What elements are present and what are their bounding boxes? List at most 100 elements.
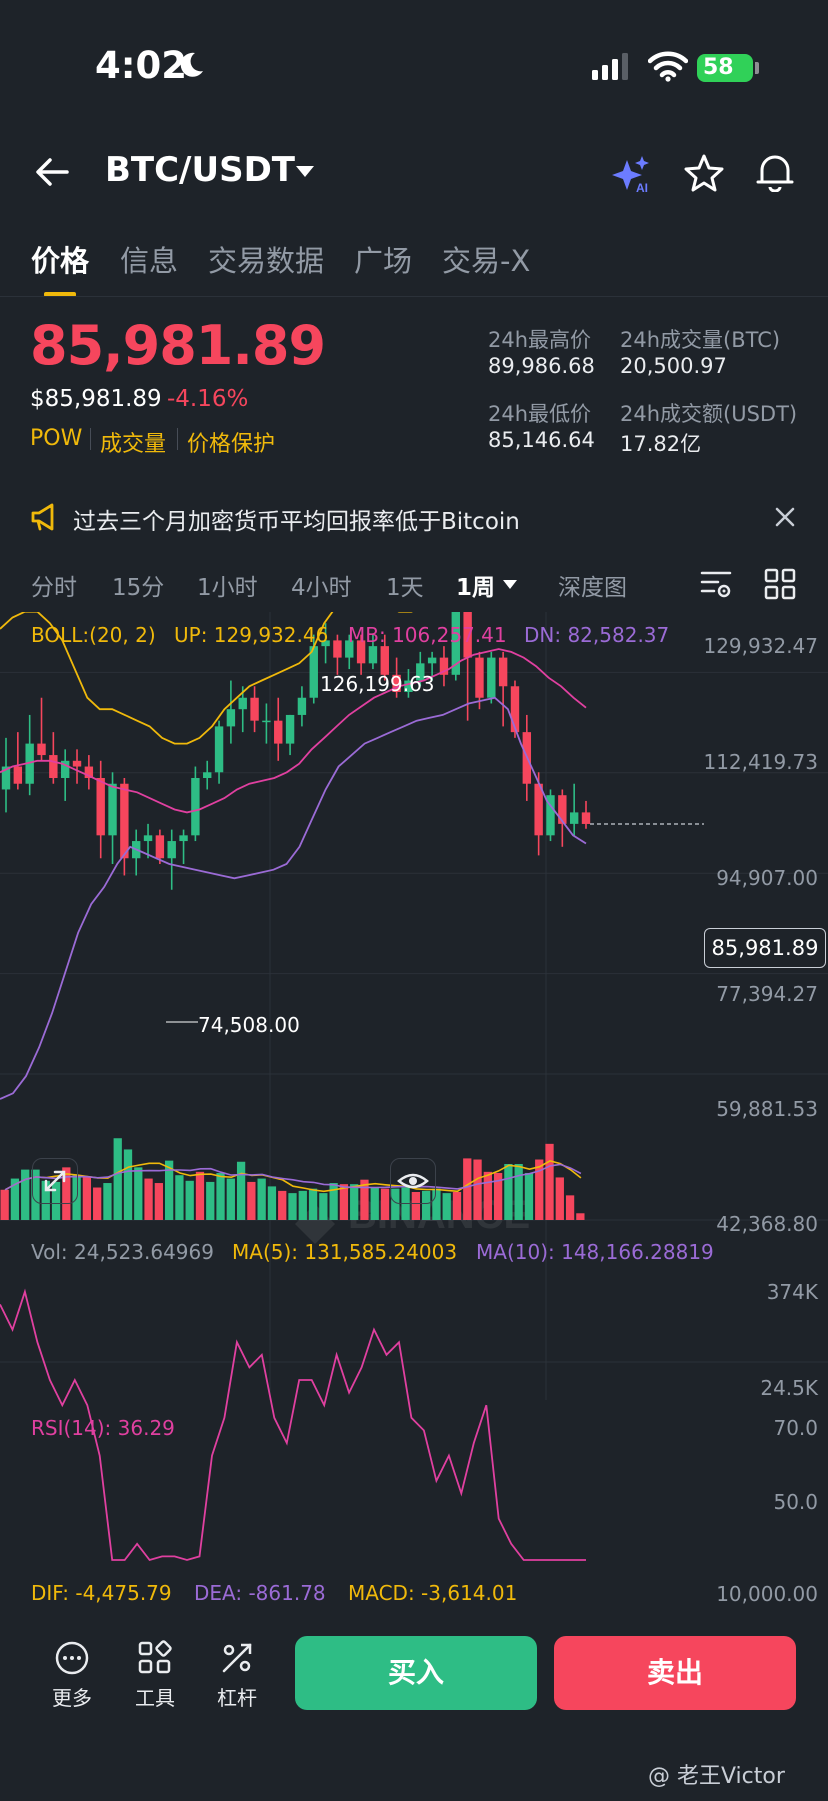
- macd-axis: 10,000.00: [716, 1582, 818, 1606]
- chevron-down-icon[interactable]: [503, 580, 517, 589]
- candle-body: [250, 697, 259, 721]
- timeframe-depth[interactable]: 深度图: [558, 575, 627, 601]
- tools-label[interactable]: 工具: [135, 1686, 175, 1710]
- macd-dea: DEA: -861.78: [194, 1581, 326, 1605]
- candle-body: [155, 835, 165, 859]
- divider: [0, 296, 828, 297]
- candle-body: [345, 640, 354, 658]
- volume-bar: [144, 1178, 153, 1220]
- price-axis-label: 77,394.27: [716, 982, 818, 1006]
- candle-body: [96, 777, 105, 836]
- volume-bar: [134, 1167, 143, 1220]
- price-change: -4.16%: [167, 386, 249, 412]
- candle-body: [356, 640, 366, 664]
- back-arrow-icon[interactable]: [34, 154, 70, 190]
- volume-bar: [452, 1192, 462, 1220]
- more-icon[interactable]: [54, 1640, 90, 1676]
- tag-volume[interactable]: 成交量: [100, 432, 167, 457]
- volume-bar: [226, 1178, 235, 1220]
- timeframe-1d[interactable]: 1天: [386, 575, 424, 601]
- bell-icon[interactable]: [756, 152, 794, 192]
- price-axis-label: 94,907.00: [716, 866, 818, 890]
- boll-mb: MB: 106,257.41: [348, 623, 507, 647]
- candle-body: [13, 766, 23, 784]
- volume-bar: [380, 1188, 390, 1220]
- volume-bar: [463, 1158, 472, 1220]
- volume-bar: [350, 1184, 359, 1220]
- candle-body: [25, 743, 34, 784]
- tab-price[interactable]: 价格: [31, 244, 90, 278]
- volume-bar: [113, 1138, 122, 1220]
- price-axis-label: 59,881.53: [716, 1097, 818, 1121]
- high-annotation: 126,199.63: [320, 672, 435, 696]
- stat-high-label: 24h最高价: [488, 328, 592, 352]
- candle-body: [569, 812, 579, 824]
- more-label[interactable]: 更多: [52, 1686, 92, 1710]
- rsi-line: [0, 1288, 586, 1562]
- volume-bar: [298, 1190, 307, 1220]
- timeframe-4h[interactable]: 4小时: [291, 575, 352, 601]
- volume-bar: [21, 1169, 30, 1220]
- pair-dropdown-icon[interactable]: [296, 166, 314, 177]
- grid-layout-icon[interactable]: [764, 568, 796, 600]
- macd-value: MACD: -3,614.01: [348, 1581, 518, 1605]
- tab-trade-data[interactable]: 交易数据: [208, 244, 325, 278]
- usd-price: $85,981.89: [30, 386, 162, 412]
- tag-pow[interactable]: POW: [30, 426, 83, 451]
- candle-body: [203, 772, 212, 778]
- tools-icon[interactable]: [137, 1640, 173, 1676]
- timeframe-1w[interactable]: 1周: [456, 575, 496, 601]
- visibility-button[interactable]: [390, 1158, 436, 1204]
- candle-body: [143, 835, 153, 842]
- volume-bar: [493, 1172, 503, 1220]
- fullscreen-button[interactable]: [32, 1158, 78, 1204]
- volume-bar: [41, 1180, 50, 1220]
- rsi-axis-70: 70.0: [773, 1416, 818, 1440]
- tab-trade-x[interactable]: 交易-X: [442, 244, 531, 278]
- leverage-icon[interactable]: [219, 1640, 255, 1676]
- volume-bar: [483, 1171, 492, 1220]
- candle-body: [487, 657, 496, 698]
- ai-sparkle-icon[interactable]: AI: [610, 154, 652, 194]
- candle-body: [534, 783, 543, 836]
- price-axis-label: 112,419.73: [703, 750, 818, 774]
- tag-price-protection[interactable]: 价格保护: [187, 432, 276, 457]
- close-icon[interactable]: [774, 506, 796, 528]
- stat-vol-usdt-label: 24h成交额(USDT): [620, 402, 798, 426]
- volume-bar: [555, 1177, 564, 1220]
- candle-body: [285, 714, 295, 744]
- candle-body: [167, 841, 176, 859]
- signal-icon: [592, 53, 628, 80]
- volume-bar: [576, 1213, 585, 1220]
- favorite-star-icon[interactable]: [684, 154, 724, 192]
- candle-body: [416, 663, 425, 681]
- candle-body: [427, 657, 437, 664]
- expand-icon: [44, 1170, 66, 1192]
- chart-settings-icon[interactable]: [700, 568, 732, 600]
- volume-bar: [216, 1172, 225, 1220]
- leverage-label[interactable]: 杠杆: [217, 1686, 257, 1710]
- status-time: 4:02: [95, 44, 188, 87]
- vol-label: Vol: 24,523.64969: [31, 1240, 214, 1264]
- tab-square[interactable]: 广场: [354, 244, 413, 278]
- candle-body: [49, 755, 58, 778]
- timeframe-line[interactable]: 分时: [31, 575, 77, 601]
- vol-ma10: MA(10): 148,166.28819: [476, 1240, 714, 1264]
- banner-text[interactable]: 过去三个月加密货币平均回报率低于Bitcoin: [73, 509, 520, 535]
- timeframe-1h[interactable]: 1小时: [197, 575, 258, 601]
- candle-body: [226, 709, 236, 727]
- sell-button[interactable]: 卖出: [554, 1636, 796, 1710]
- tab-info[interactable]: 信息: [120, 244, 179, 278]
- stat-vol-btc-label: 24h成交量(BTC): [620, 328, 781, 352]
- candle-body: [463, 612, 472, 658]
- timeframe-15m[interactable]: 15分: [112, 575, 165, 601]
- boll-middle-line: [0, 648, 587, 814]
- volume-bar: [195, 1171, 205, 1220]
- kline-chart[interactable]: BINANCE: [0, 612, 828, 1612]
- pair-title[interactable]: BTC/USDT: [105, 150, 295, 190]
- buy-button[interactable]: 买入: [295, 1636, 537, 1710]
- volume-bar: [411, 1192, 421, 1220]
- volume-bar: [0, 1189, 9, 1220]
- volume-bar: [236, 1161, 246, 1220]
- volume-bar: [391, 1188, 400, 1220]
